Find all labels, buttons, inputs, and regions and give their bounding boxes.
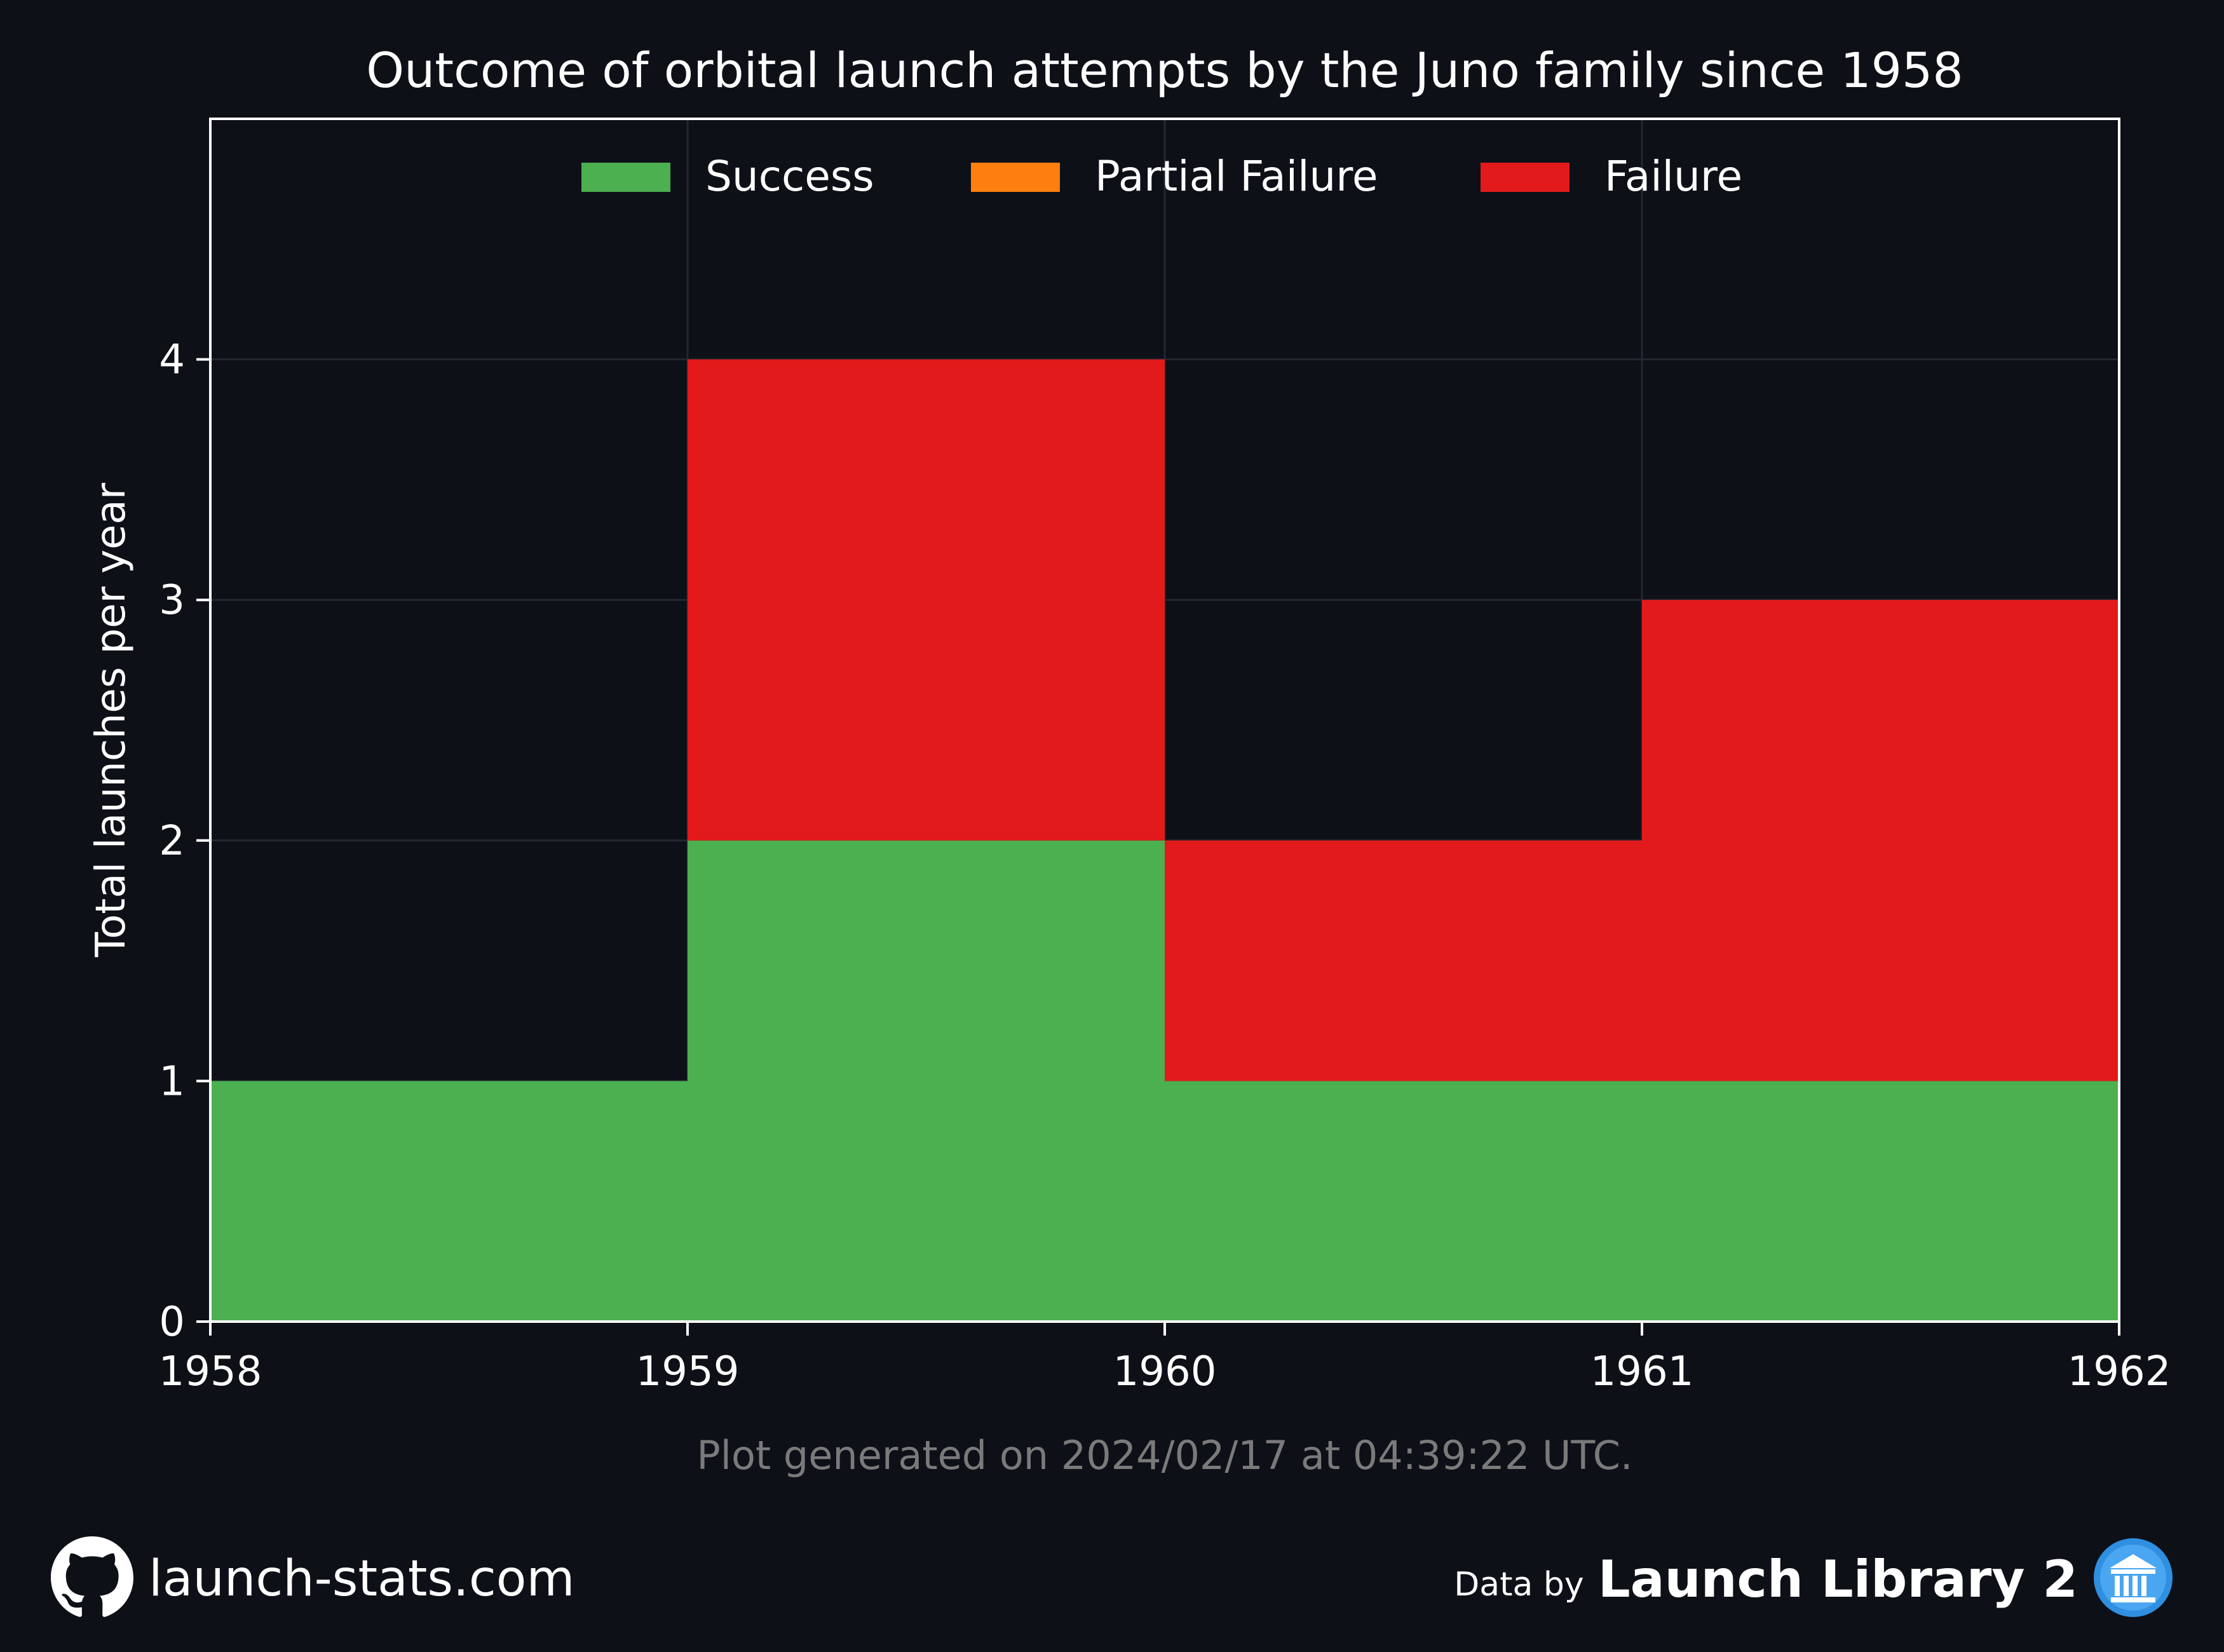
y-tick-label: 3	[159, 577, 185, 624]
bar-success-1958	[210, 1081, 688, 1322]
bar-failure-1960	[1165, 840, 1642, 1081]
y-tick-label: 0	[159, 1299, 185, 1346]
x-tick-label: 1958	[159, 1348, 262, 1395]
legend-label-success: Success	[705, 152, 874, 201]
y-tick-label: 4	[159, 337, 185, 384]
x-tick-label: 1960	[1113, 1348, 1217, 1395]
footer-data-source: Data by Launch Library 2	[1454, 1531, 2174, 1627]
bar-success-1959	[688, 840, 1165, 1322]
legend-label-partial-failure: Partial Failure	[1095, 152, 1378, 201]
legend: Success Partial Failure Failure	[581, 152, 1742, 201]
x-tick-label: 1959	[636, 1348, 740, 1395]
legend-label-failure: Failure	[1604, 152, 1742, 201]
y-tick-label: 1	[159, 1058, 185, 1105]
footer-site: launch-stats.com	[51, 1536, 575, 1617]
bar-failure-1961	[1642, 600, 2119, 1081]
legend-swatch-failure	[1481, 163, 1570, 192]
axis-ticks: 1958 1959 1960 1961 1962 0 1 2 3 4	[159, 337, 2171, 1395]
bar-failure-1959	[688, 359, 1165, 841]
legend-swatch-success	[581, 163, 670, 192]
legend-swatch-partial-failure	[971, 163, 1060, 192]
bar-success-1961	[1642, 1081, 2119, 1322]
bars	[210, 359, 2119, 1322]
site-url: launch-stats.com	[149, 1550, 575, 1608]
launch-library-icon	[2092, 1536, 2174, 1622]
generation-note: Plot generated on 2024/02/17 at 04:39:22…	[696, 1432, 1632, 1479]
x-tick-label: 1962	[2068, 1348, 2171, 1395]
bar-success-1960	[1165, 1081, 1642, 1322]
y-axis-label: Total launches per year	[88, 482, 135, 958]
data-prefix: Data by	[1454, 1566, 1584, 1604]
data-source-name: Launch Library 2	[1597, 1549, 2078, 1609]
github-icon	[51, 1536, 133, 1622]
chart-title: Outcome of orbital launch attempts by th…	[366, 42, 1963, 98]
x-tick-label: 1961	[1590, 1348, 1694, 1395]
y-tick-label: 2	[159, 818, 185, 865]
